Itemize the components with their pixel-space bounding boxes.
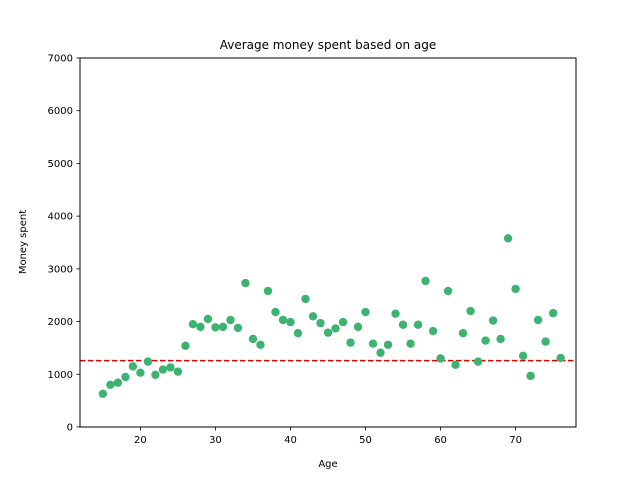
data-point [136, 368, 145, 377]
data-point [533, 315, 543, 325]
data-point [556, 353, 565, 363]
data-point [278, 315, 288, 325]
data-point [211, 323, 220, 332]
x-tick-label: 60 [434, 435, 447, 446]
y-axis-title: Money spent [18, 210, 29, 274]
y-tick-label: 1000 [48, 370, 73, 381]
y-tick-label: 7000 [48, 54, 73, 65]
data-point [421, 276, 430, 286]
data-point [398, 320, 408, 329]
data-point [466, 306, 475, 316]
y-tick-label: 0 [67, 423, 73, 434]
data-point [203, 314, 213, 324]
data-point [241, 278, 250, 288]
data-point [391, 309, 400, 318]
data-point [503, 234, 513, 243]
data-point [143, 357, 153, 366]
data-point [481, 336, 490, 345]
data-point [308, 312, 318, 321]
x-tick-label: 40 [284, 435, 297, 446]
data-point [301, 294, 310, 304]
data-point [173, 367, 183, 376]
data-point [548, 308, 558, 318]
plot-frame [79, 57, 577, 428]
data-point [166, 363, 175, 372]
data-point [346, 338, 355, 347]
data-point [353, 322, 363, 332]
data-point [376, 348, 385, 357]
data-point [488, 316, 498, 325]
data-point [436, 354, 445, 363]
y-tick-label: 3000 [48, 264, 73, 275]
data-point [541, 337, 550, 346]
data-point [271, 307, 280, 317]
data-point [226, 315, 235, 325]
y-tick-label: 5000 [48, 159, 73, 170]
data-point [233, 323, 243, 333]
data-point [361, 307, 370, 317]
data-point [331, 324, 340, 333]
data-point [128, 362, 138, 371]
y-tick-label: 6000 [48, 106, 73, 117]
data-point [196, 322, 205, 332]
data-point [368, 339, 378, 348]
data-point [383, 340, 393, 349]
data-point [406, 339, 415, 348]
data-point [121, 372, 130, 382]
data-point [158, 365, 168, 374]
data-point [458, 328, 468, 338]
data-point [113, 378, 123, 387]
data-point [181, 341, 190, 351]
data-point [248, 334, 258, 344]
x-tick-label: 50 [359, 435, 372, 446]
data-point [106, 380, 115, 390]
data-point [511, 284, 520, 294]
data-point [443, 286, 453, 296]
x-tick-label: 70 [509, 435, 522, 446]
data-point [188, 320, 198, 329]
data-point [451, 360, 460, 369]
y-tick-label: 4000 [48, 212, 73, 223]
chart-title: Average money spent based on age [220, 38, 437, 52]
data-point [428, 326, 438, 336]
x-tick-label: 20 [134, 435, 147, 446]
data-point [518, 351, 528, 361]
data-point [413, 320, 423, 329]
data-point [496, 334, 505, 344]
data-point [338, 317, 348, 327]
x-tick-label: 30 [209, 435, 222, 446]
data-point [256, 340, 265, 349]
data-point [323, 328, 333, 337]
data-point [473, 357, 483, 366]
data-point [286, 317, 295, 327]
y-tick-label: 2000 [48, 317, 73, 328]
data-point [98, 389, 108, 398]
data-point [526, 371, 535, 381]
x-axis-title: Age [318, 459, 337, 470]
data-point [293, 328, 303, 338]
data-point [151, 370, 160, 380]
data-point [218, 322, 228, 332]
data-point [263, 286, 273, 296]
data-point [316, 318, 325, 328]
